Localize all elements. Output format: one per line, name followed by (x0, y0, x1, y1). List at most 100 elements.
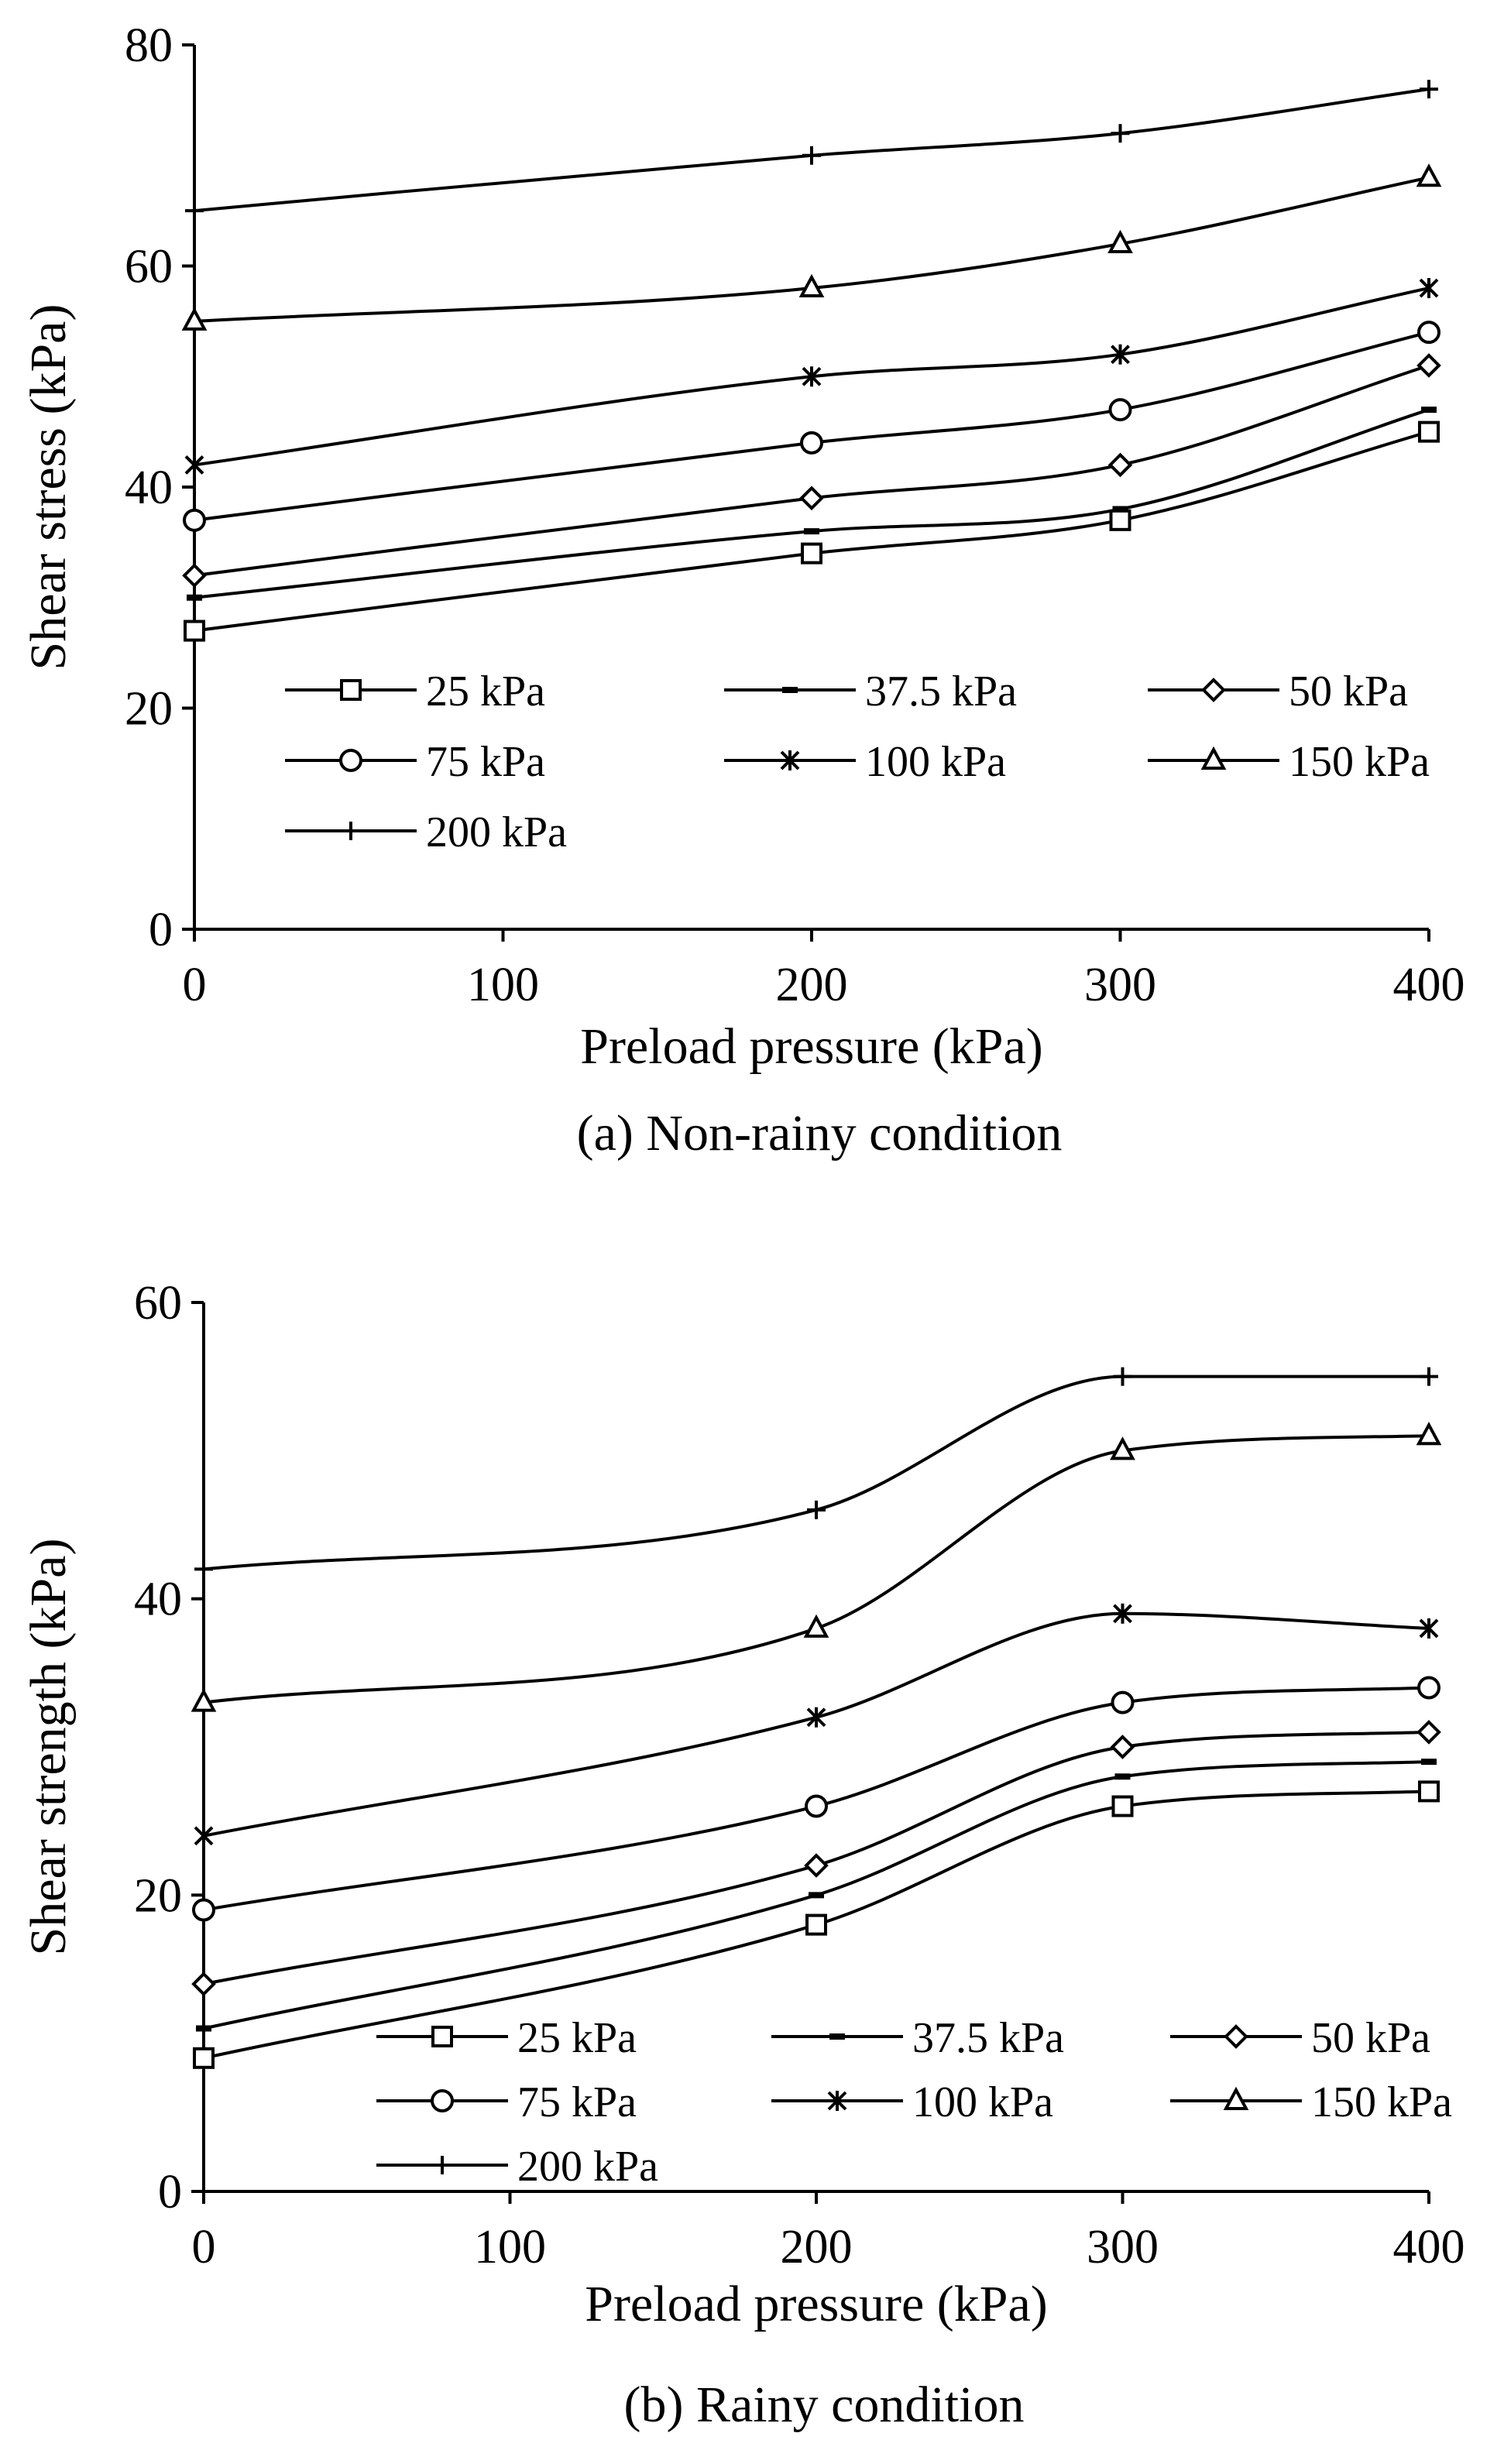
legend-marker (431, 2089, 454, 2112)
legend-marker (1201, 678, 1226, 702)
series-100-kpa (184, 278, 1439, 475)
series-line (203, 1434, 1430, 1704)
data-point-marker (191, 1688, 217, 1712)
series-line (203, 1790, 1430, 2060)
data-point-marker (181, 307, 208, 331)
chart-panel-a: 0 20 40 60 80 0 100 200 300 400 Preload pressure (… (20, 19, 1465, 1162)
data-point-marker (184, 619, 205, 642)
series-200-kpa (185, 80, 1438, 221)
data-point-marker (185, 201, 204, 221)
y-tick-label: 40 (125, 462, 173, 514)
legend-item-100-kpa: 100 kPa (771, 2078, 1053, 2126)
data-point-marker (1417, 1676, 1440, 1700)
legend-label: 100 kPa (865, 738, 1006, 786)
data-point-marker (1420, 1367, 1438, 1386)
legend-marker (339, 749, 362, 772)
y-tick-label: 80 (125, 19, 173, 72)
legend-item-37-5-kpa: 37.5 kPa (771, 2014, 1064, 2062)
series-line (194, 430, 1430, 633)
y-axis-title: Shear strength (kPa) (20, 1539, 77, 1956)
legend-marker (827, 2091, 847, 2111)
chart-caption: (a) Non-rainy condition (577, 1105, 1063, 1162)
y-tick-label: 60 (125, 241, 173, 293)
legend-item-75-kpa: 75 kPa (376, 2078, 637, 2126)
data-point-marker (804, 1853, 829, 1878)
legend-marker (431, 2026, 453, 2047)
data-point-marker (802, 366, 822, 387)
data-point-marker (1111, 1690, 1135, 1714)
y-tick-label: 0 (149, 904, 173, 956)
data-point-marker (1110, 1735, 1135, 1759)
legend-item-200-kpa: 200 kPa (285, 808, 567, 856)
series-line (194, 331, 1430, 522)
series-line (194, 364, 1430, 578)
x-tick-label: 300 (1087, 2221, 1159, 2274)
data-point-marker (805, 1913, 827, 1936)
series-150-kpa (191, 1422, 1442, 1712)
data-point-marker (1420, 80, 1438, 99)
data-point-marker (1419, 1618, 1439, 1639)
legend-marker (1223, 2086, 1249, 2110)
data-point-marker (191, 1972, 216, 1996)
data-point-marker (1108, 398, 1132, 422)
x-tick-label: 300 (1084, 959, 1156, 1011)
legend-label: 200 kPa (517, 2143, 658, 2191)
legend: 25 kPa 37.5 kPa 50 kPa 75 kPa 100 kPa 150 kPa… (285, 667, 1430, 856)
series-25-kpa (184, 420, 1440, 642)
data-point-marker (1418, 420, 1440, 443)
series-line (203, 1611, 1430, 1838)
legend-label: 25 kPa (426, 667, 545, 716)
data-point-marker (1107, 452, 1133, 478)
legend-item-150-kpa: 150 kPa (1148, 738, 1430, 786)
data-point-marker (192, 1898, 215, 1922)
data-point-marker (1110, 1436, 1135, 1460)
legend-label: 200 kPa (426, 808, 567, 856)
data-point-marker (805, 1794, 828, 1818)
data-point-marker (183, 508, 206, 532)
legend-item-37-5-kpa: 37.5 kPa (724, 667, 1017, 716)
legend-label: 37.5 kPa (865, 667, 1017, 716)
chart-panel-b: 0 20 40 60 0 100 200 300 400 Preload pressure (kP… (20, 1277, 1465, 2433)
series-50-kpa (182, 353, 1441, 589)
data-point-marker (1111, 344, 1130, 365)
legend-label: 150 kPa (1311, 2078, 1452, 2126)
legend-marker (340, 679, 362, 701)
data-point-marker (798, 273, 825, 298)
x-tick-label: 200 (781, 2221, 853, 2274)
legend-item-75-kpa: 75 kPa (285, 738, 545, 786)
x-tick-label: 0 (183, 959, 207, 1011)
y-axis-title: Shear stress (kPa) (20, 304, 77, 671)
x-tick-label: 0 (192, 2221, 216, 2274)
data-point-marker (184, 455, 204, 475)
data-point-marker (1417, 321, 1440, 345)
data-point-marker (800, 431, 823, 455)
legend-marker (1224, 2024, 1248, 2049)
x-axis-title: Preload pressure (kPa) (585, 2276, 1047, 2332)
legend-item-50-kpa: 50 kPa (1170, 2014, 1430, 2062)
x-tick-label: 100 (467, 959, 539, 1011)
series-75-kpa (192, 1676, 1440, 1922)
data-point-marker (799, 486, 824, 511)
legend-item-200-kpa: 200 kPa (376, 2143, 658, 2191)
data-point-marker (1113, 1367, 1132, 1386)
data-point-marker (1111, 124, 1130, 143)
y-tick-label: 0 (158, 2166, 182, 2219)
legend-label: 50 kPa (1311, 2014, 1430, 2062)
legend-item-25-kpa: 25 kPa (285, 667, 545, 716)
series-line (194, 88, 1430, 213)
data-point-marker (1416, 1720, 1441, 1745)
legend-label: 50 kPa (1289, 667, 1408, 716)
series-37-5-kpa (187, 407, 1437, 601)
legend-marker (1200, 746, 1227, 770)
series-200-kpa (194, 1367, 1438, 1579)
data-point-marker (801, 542, 822, 565)
data-point-marker (1416, 1422, 1442, 1446)
data-point-marker (806, 1707, 826, 1728)
legend-item-150-kpa: 150 kPa (1170, 2078, 1452, 2126)
legend-item-25-kpa: 25 kPa (376, 2014, 637, 2062)
series-37-5-kpa (196, 1759, 1437, 2032)
legend-item-50-kpa: 50 kPa (1148, 667, 1408, 716)
data-point-marker (1109, 509, 1131, 531)
